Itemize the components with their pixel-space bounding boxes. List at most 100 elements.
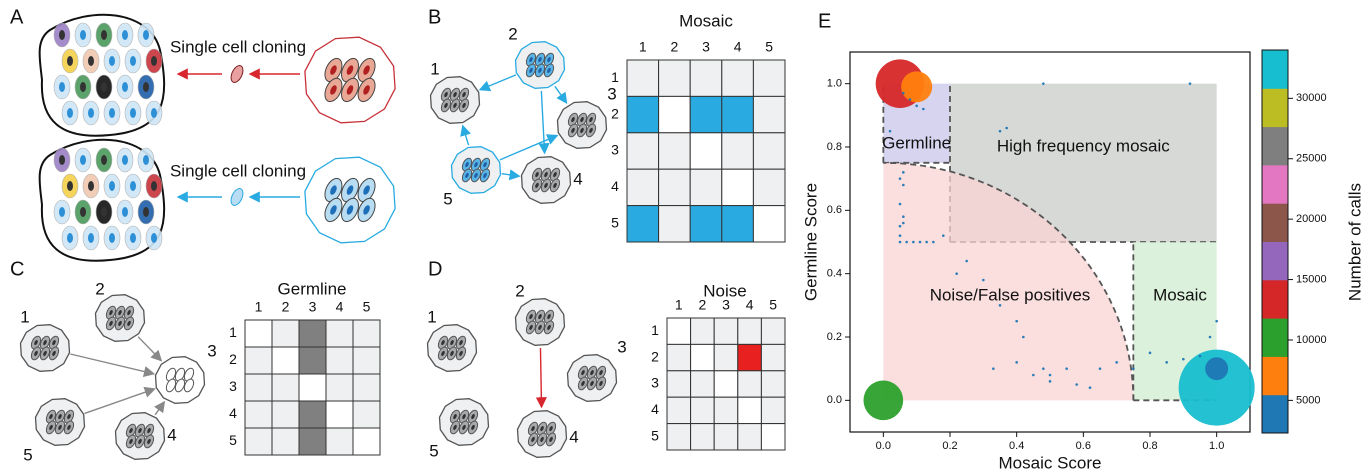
node-label: 5 xyxy=(443,189,452,208)
point xyxy=(992,367,995,370)
point xyxy=(1099,367,1102,370)
single-cell xyxy=(229,64,246,85)
matrix-cell xyxy=(272,320,299,347)
colorbar-label: Number of calls xyxy=(1345,183,1364,301)
nucleus xyxy=(67,108,73,118)
matrix-cell xyxy=(326,347,353,374)
node-label: 1 xyxy=(20,307,29,326)
colorbar-tick-label: 10000 xyxy=(1296,334,1327,346)
nucleus xyxy=(122,30,128,40)
nucleus xyxy=(130,108,136,118)
matrix-cell xyxy=(353,320,380,347)
point xyxy=(899,225,902,228)
point xyxy=(899,203,902,206)
matrix-cell xyxy=(272,347,299,374)
matrix-cell xyxy=(738,424,762,450)
point xyxy=(1022,336,1025,339)
point xyxy=(1182,358,1185,361)
matrix-title: Mosaic xyxy=(679,11,733,30)
arrow xyxy=(500,136,557,160)
nucleus xyxy=(59,82,65,92)
arrow xyxy=(70,354,153,374)
figure: A Single cell cloning Single cell clonin… xyxy=(0,0,1369,474)
y-tick-label: 0.0 xyxy=(827,394,842,406)
arrow xyxy=(540,348,541,407)
point xyxy=(1042,367,1045,370)
point xyxy=(1049,374,1052,377)
point xyxy=(915,105,918,108)
point xyxy=(1205,357,1228,380)
matrix-cell xyxy=(659,60,691,96)
matrix-cell xyxy=(722,96,754,132)
matrix-cell xyxy=(299,401,326,428)
matrix-cell xyxy=(738,397,762,423)
row-label: 4 xyxy=(229,405,237,421)
nucleus xyxy=(130,181,136,191)
column-label: 4 xyxy=(734,39,742,55)
matrix-cell xyxy=(272,428,299,455)
node-label: 4 xyxy=(167,425,176,444)
point xyxy=(965,260,968,263)
matrix-cell xyxy=(690,96,722,132)
x-tick-label: 0.4 xyxy=(1009,440,1024,452)
column-label: 2 xyxy=(671,39,679,55)
panel-label: B xyxy=(428,6,441,28)
colorbar-segment xyxy=(1262,203,1288,242)
arrow xyxy=(155,402,164,415)
point xyxy=(925,241,928,244)
matrix-cell xyxy=(761,371,785,397)
point xyxy=(1049,380,1052,383)
nucleus xyxy=(143,82,149,92)
matrix-cell xyxy=(326,374,353,401)
column-label: 5 xyxy=(363,299,371,315)
arrow xyxy=(138,337,161,361)
point xyxy=(982,279,985,282)
matrix-cell xyxy=(690,133,722,169)
matrix-cell xyxy=(667,397,691,423)
point xyxy=(1042,82,1045,85)
row-label: 1 xyxy=(229,324,237,340)
matrix-cell xyxy=(714,371,738,397)
point xyxy=(899,177,902,180)
region-label: Mosaic xyxy=(1153,285,1207,304)
point xyxy=(902,92,905,95)
column-label: 5 xyxy=(765,39,773,55)
matrix-cell xyxy=(753,96,785,132)
point xyxy=(1149,352,1152,355)
nucleus xyxy=(151,56,157,66)
matrix-cell xyxy=(353,347,380,374)
nucleus xyxy=(151,181,157,191)
y-tick-label: 0.8 xyxy=(827,141,842,153)
matrix-cell xyxy=(738,318,762,344)
matrix-cell xyxy=(691,344,715,370)
point xyxy=(899,234,902,237)
matrix-cell xyxy=(667,371,691,397)
point xyxy=(1065,367,1068,370)
point xyxy=(899,241,902,244)
nucleus xyxy=(88,181,94,191)
matrix-cell xyxy=(714,318,738,344)
caption: Single cell cloning xyxy=(170,37,306,56)
matrix-cell xyxy=(627,133,659,169)
nucleus xyxy=(122,155,128,165)
nucleus xyxy=(101,207,107,217)
nucleus xyxy=(109,108,115,118)
page: A Single cell cloning Single cell clonin… xyxy=(0,0,1369,474)
column-label: 4 xyxy=(336,299,344,315)
matrix-cell xyxy=(299,347,326,374)
panel-label: C xyxy=(10,258,24,280)
nucleus xyxy=(88,56,94,66)
point xyxy=(889,130,892,133)
point xyxy=(902,184,905,187)
arrow xyxy=(502,174,520,177)
matrix-cell xyxy=(659,133,691,169)
y-axis-label: Germline Score xyxy=(801,183,820,301)
matrix-cell xyxy=(714,397,738,423)
colorbar-tick-label: 15000 xyxy=(1296,273,1327,285)
matrix-cell xyxy=(627,206,659,242)
matrix-cell xyxy=(753,169,785,205)
row-label: 3 xyxy=(229,378,237,394)
row-label: 4 xyxy=(651,401,659,417)
point xyxy=(1165,361,1168,364)
column-label: 1 xyxy=(255,299,263,315)
